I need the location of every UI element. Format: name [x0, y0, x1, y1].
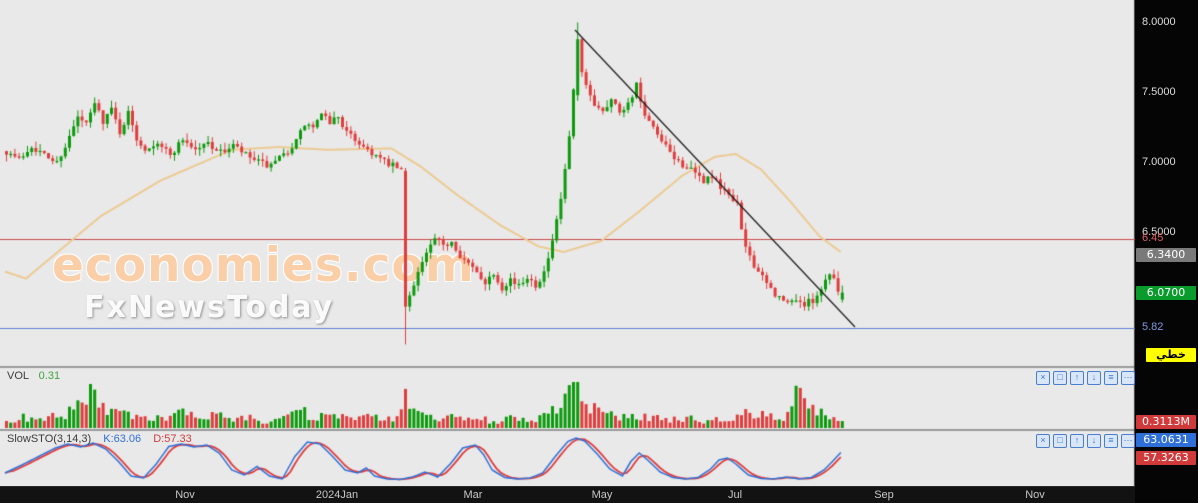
close-icon[interactable]: × — [1036, 371, 1050, 385]
price-tick-label: 7.0000 — [1142, 156, 1176, 169]
more-icon[interactable]: ⋯ — [1121, 371, 1135, 385]
time-axis-label: Nov — [175, 489, 195, 501]
stochastic-pane-header: SlowSTO(3,14,3) K:63.06 D:57.33 — [7, 433, 192, 445]
price-tick-label: 7.5000 — [1142, 86, 1176, 99]
last-price-badge: 6.0700 — [1136, 285, 1196, 300]
price-tick-label: 8.0000 — [1142, 16, 1176, 29]
restore-icon[interactable]: □ — [1053, 371, 1067, 385]
volume-label: VOL — [7, 370, 29, 382]
menu-icon[interactable]: ≡ — [1104, 434, 1118, 448]
arrow-down-icon[interactable]: ↓ — [1087, 371, 1101, 385]
price-axis[interactable]: 8.0000 7.5000 7.0000 6.5000 6.45 5.82 6.3400 6.… — [1135, 0, 1198, 503]
level-price-label: 5.82 — [1142, 320, 1164, 333]
volume-pane-toolbar: × □ ↑ ↓ ≡ ⋯ — [1036, 371, 1135, 385]
time-axis[interactable]: Nov 2024Jan Mar May Jul Sep Nov — [0, 486, 1135, 503]
time-axis-label: 2024Jan — [315, 489, 359, 501]
stochastic-k-value: K:63.06 — [103, 433, 142, 445]
stochastic-k-badge: 63.0631 — [1136, 433, 1196, 447]
volume-value: 0.31 — [38, 370, 61, 382]
chart-type-badge: خطي — [1146, 348, 1196, 362]
price-chart-canvas[interactable] — [0, 0, 1135, 486]
stochastic-label: SlowSTO(3,14,3) — [7, 433, 92, 445]
restore-icon[interactable]: □ — [1053, 434, 1067, 448]
volume-pane-header: VOL 0.31 — [7, 370, 60, 382]
price-tick-label: 6.5000 — [1142, 226, 1176, 239]
time-axis-label: Nov — [1025, 489, 1045, 501]
reference-price-badge: 6.3400 — [1136, 247, 1196, 262]
time-axis-label: Mar — [463, 489, 483, 501]
level-price-label: 6.45 — [1142, 232, 1164, 245]
arrow-down-icon[interactable]: ↓ — [1087, 434, 1101, 448]
arrow-up-icon[interactable]: ↑ — [1070, 434, 1084, 448]
close-icon[interactable]: × — [1036, 434, 1050, 448]
arrow-up-icon[interactable]: ↑ — [1070, 371, 1084, 385]
stochastic-d-badge: 57.3263 — [1136, 451, 1196, 465]
volume-axis-badge: 0.3113M — [1136, 415, 1196, 429]
time-axis-label: Sep — [874, 489, 894, 501]
stochastic-pane-toolbar: × □ ↑ ↓ ≡ ⋯ — [1036, 434, 1135, 448]
more-icon[interactable]: ⋯ — [1121, 434, 1135, 448]
time-axis-label: May — [591, 489, 613, 501]
menu-icon[interactable]: ≡ — [1104, 371, 1118, 385]
stochastic-d-value: D:57.33 — [153, 433, 192, 445]
time-axis-label: Jul — [727, 489, 743, 501]
